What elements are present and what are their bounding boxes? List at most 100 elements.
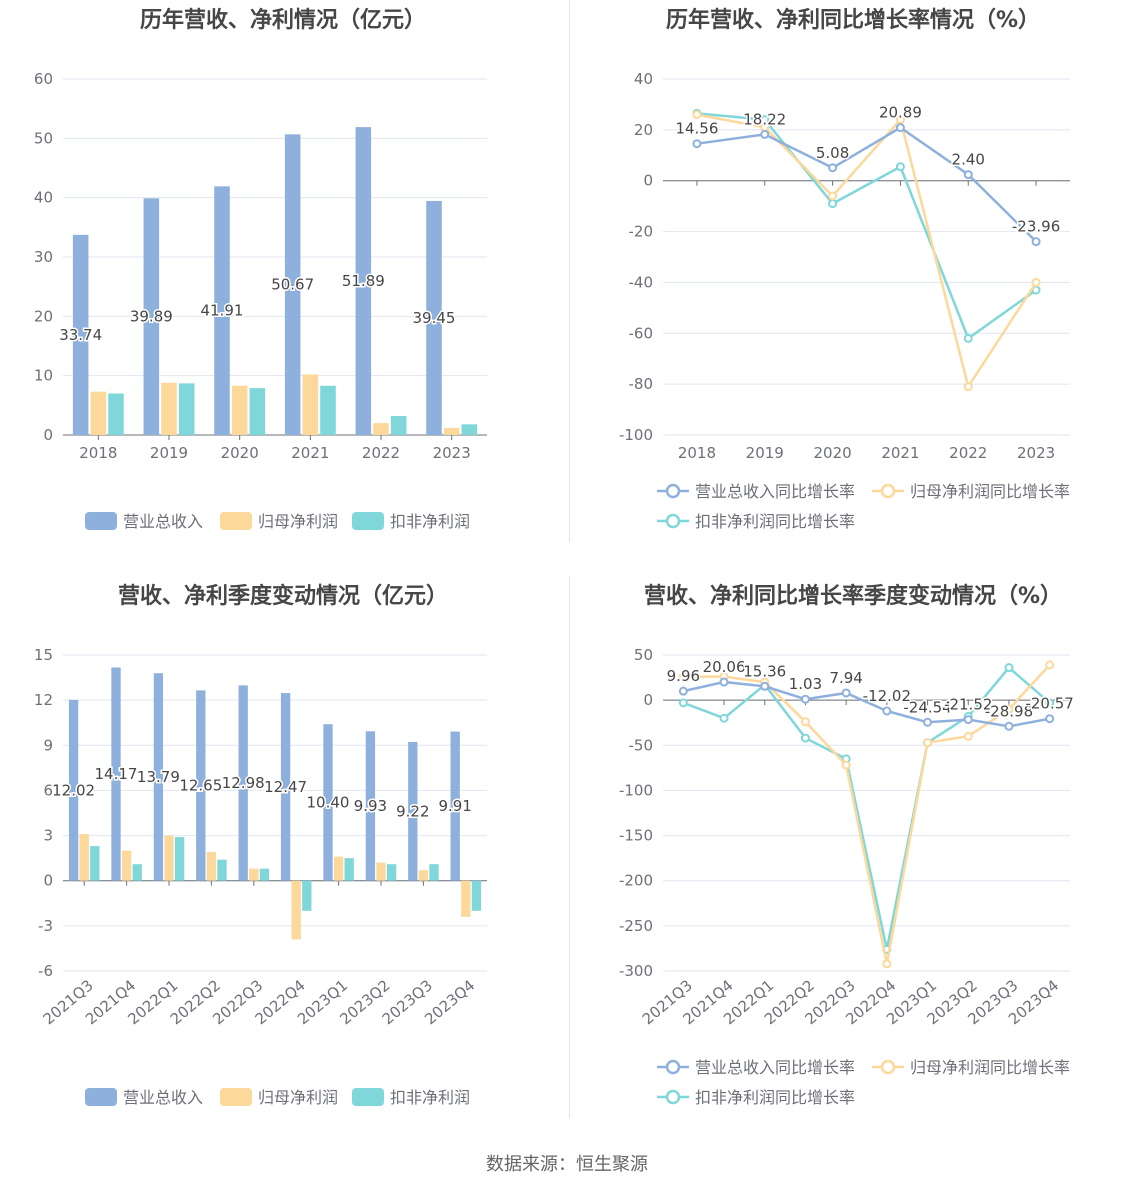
x-tick-label: 2018 <box>79 444 117 462</box>
revenue-data-label: 9.91 <box>438 797 471 815</box>
revenue-growth-data-label: 9.96 <box>667 667 700 685</box>
bar-net-profit <box>461 880 471 917</box>
revenue-data-label: 33.74 <box>59 326 102 344</box>
bar-revenue <box>196 690 206 881</box>
legend-marker <box>880 1059 896 1075</box>
revenue-growth-data-label: 2.40 <box>952 151 985 169</box>
revenue-data-label: 12.02 <box>52 781 95 799</box>
series-point <box>719 677 729 687</box>
data-source-label: 数据来源：恒生聚源 <box>486 1154 648 1175</box>
y-tick-label: -100 <box>619 781 653 799</box>
revenue-growth-data-label: 18.22 <box>743 110 786 128</box>
y-tick-label: -3 <box>38 917 53 935</box>
series-point <box>923 738 933 748</box>
x-tick-label: 2022 <box>949 444 987 462</box>
legend-label: 营业总收入同比增长率 <box>695 1058 855 1077</box>
y-tick-label: 3 <box>43 827 53 845</box>
x-tick-label: 2020 <box>813 444 851 462</box>
x-tick-label: 2019 <box>746 444 784 462</box>
y-tick-label: 20 <box>634 121 653 139</box>
series-point <box>963 731 973 741</box>
x-tick-label: 2021 <box>291 444 329 462</box>
x-tick-label: 2023 <box>1017 444 1055 462</box>
y-tick-label: -40 <box>629 273 654 291</box>
legend-label: 扣非净利润 <box>390 512 470 531</box>
y-tick-label: 0 <box>643 691 653 709</box>
bar-net-profit <box>79 834 89 881</box>
y-tick-label: -250 <box>619 917 653 935</box>
series-point <box>1004 721 1014 731</box>
bar-revenue <box>143 198 160 435</box>
y-tick-label: -300 <box>619 962 653 980</box>
vertical-divider-top <box>569 0 570 542</box>
y-tick-label: 0 <box>643 172 653 190</box>
series-line-net-profit-growth <box>696 113 1038 390</box>
revenue-growth-data-label: 5.08 <box>816 144 849 162</box>
bar-revenue <box>426 200 442 435</box>
series-point <box>895 162 905 172</box>
revenue-growth-data-label: 20.06 <box>703 658 746 676</box>
bar-deducted-profit <box>344 858 354 881</box>
bar-revenue <box>355 127 372 436</box>
series-point <box>760 129 770 139</box>
series-point <box>882 706 892 716</box>
bar-net-profit <box>333 856 344 881</box>
series-point <box>828 199 838 209</box>
y-tick-label: 60 <box>34 70 53 88</box>
bar-deducted-profit <box>471 880 482 911</box>
vertical-divider-bottom <box>569 576 570 1118</box>
revenue-growth-data-label: -20.57 <box>1025 695 1073 713</box>
bar-revenue <box>284 134 301 435</box>
quarterly-values-panel: 营收、净利季度变动情况（亿元） -6 -3 0 3 6 9 12 15 2021Q3 2021Q4… <box>0 576 566 1136</box>
series-point <box>841 760 851 770</box>
series-point <box>1045 698 1055 708</box>
legend-swatch <box>220 512 252 530</box>
bar-net-profit <box>90 391 107 435</box>
series-point <box>828 163 838 173</box>
legend-label: 扣非净利润同比增长率 <box>695 512 855 531</box>
series-point <box>719 713 729 723</box>
bar-revenue <box>153 673 164 881</box>
legend-label: 归母净利润 <box>258 1088 338 1107</box>
bar-revenue <box>214 186 230 435</box>
series-line-revenue-growth <box>696 126 1037 243</box>
legend-label: 营业总收入同比增长率 <box>695 482 855 501</box>
bar-deducted-profit <box>174 837 185 881</box>
x-tick-label: 2018 <box>678 444 716 462</box>
legend-label: 扣非净利润同比增长率 <box>695 1088 855 1107</box>
y-tick-label: -60 <box>629 324 654 342</box>
y-tick-label: 50 <box>634 646 653 664</box>
revenue-growth-data-label: -12.02 <box>863 687 911 705</box>
bar-net-profit <box>291 880 301 940</box>
revenue-growth-data-label: 20.89 <box>879 104 922 122</box>
revenue-data-label: 39.89 <box>130 308 173 326</box>
revenue-data-label: 14.17 <box>95 765 138 783</box>
quarterly-growth-panel: 营收、净利同比增长率季度变动情况（%） -300 -250 -200 -150 -100… <box>572 576 1134 1136</box>
bar-net-profit <box>164 835 174 881</box>
series-point <box>678 698 688 708</box>
quarterly-values-chart: -6-3036912152021Q32021Q42022Q12022Q22022… <box>34 646 487 1107</box>
bar-revenue <box>68 699 79 881</box>
legend-label: 扣非净利润 <box>390 1088 470 1107</box>
revenue-data-label: 13.79 <box>137 768 180 786</box>
revenue-growth-data-label: 15.36 <box>743 662 786 680</box>
series-point <box>1045 660 1055 670</box>
x-tick-label: 2020 <box>221 444 259 462</box>
revenue-data-label: 12.47 <box>264 778 307 796</box>
bar-revenue <box>450 731 460 881</box>
revenue-data-label: 10.40 <box>307 793 350 811</box>
revenue-data-label: 51.89 <box>342 272 385 290</box>
revenue-data-label: 50.67 <box>271 276 314 294</box>
y-tick-label: 10 <box>34 367 53 385</box>
y-tick-label: 6 <box>43 781 53 799</box>
annual-growth-panel: 历年营收、净利同比增长率情况（%） -100 -80 -60 -40 -20 0 20 40 2… <box>572 0 1134 560</box>
bar-net-profit <box>373 423 389 435</box>
series-point <box>1031 237 1041 247</box>
bar-deducted-profit <box>386 864 397 881</box>
legend-marker <box>665 483 681 499</box>
legend-swatch <box>220 1088 252 1106</box>
bar-deducted-profit <box>178 383 195 435</box>
legend-marker <box>665 1089 681 1105</box>
annual-values-title: 历年营收、净利情况（亿元） <box>139 8 426 33</box>
revenue-growth-data-label: 7.94 <box>829 669 862 687</box>
